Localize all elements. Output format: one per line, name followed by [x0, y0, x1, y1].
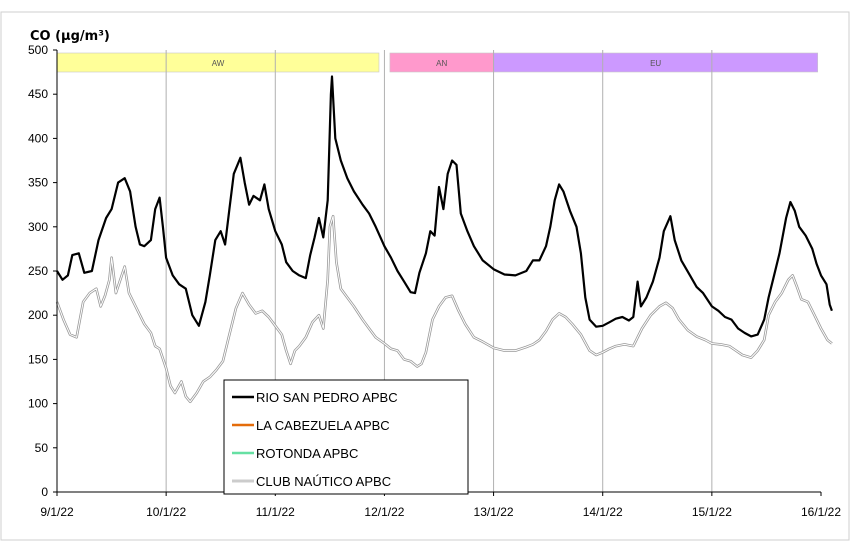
band-label: AW [212, 59, 225, 68]
series-line-club-nautico-inner [56, 215, 833, 403]
legend-label: CLUB NAÚTICO APBC [256, 474, 391, 489]
legend-box [223, 379, 469, 495]
period-bands: AW AN EU [56, 52, 819, 73]
axes: 0 50 100 150 200 250 300 350 400 450 500 9/1/22 10/1… [28, 43, 841, 519]
band-label: EU [650, 59, 661, 68]
y-tick-label: 150 [28, 352, 48, 366]
x-tick-label: 15/1/22 [692, 505, 732, 519]
legend-label: RIO SAN PEDRO APBC [256, 390, 398, 405]
band-label: AN [436, 59, 447, 68]
x-tick-label: 9/1/22 [40, 505, 74, 519]
legend-label: ROTONDA APBC [256, 446, 358, 461]
legend-label: LA CABEZUELA APBC [256, 418, 390, 433]
y-tick-label: 500 [28, 43, 48, 57]
legend: RIO SAN PEDRO APBC LA CABEZUELA APBC ROTON… [223, 379, 469, 495]
x-tick-label: 13/1/22 [474, 505, 514, 519]
x-tick-label: 10/1/22 [146, 505, 186, 519]
y-tick-label: 350 [28, 176, 48, 190]
y-tick-label: 400 [28, 131, 48, 145]
x-tick-label: 14/1/22 [583, 505, 623, 519]
series-lines [55, 75, 833, 404]
y-tick-label: 300 [28, 220, 48, 234]
x-tick-label: 12/1/22 [364, 505, 404, 519]
y-tick-label: 200 [28, 308, 48, 322]
y-tick-label: 100 [28, 397, 48, 411]
chart-title: CO (µg/m³) [30, 29, 110, 44]
x-tick-label: 11/1/22 [256, 505, 295, 519]
y-tick-label: 50 [35, 441, 49, 455]
y-tick-label: 0 [41, 485, 48, 499]
series-line-0 [56, 75, 833, 338]
y-tick-label: 250 [28, 264, 48, 278]
x-tick-label: 16/1/22 [801, 505, 841, 519]
y-tick-label: 450 [28, 87, 48, 101]
